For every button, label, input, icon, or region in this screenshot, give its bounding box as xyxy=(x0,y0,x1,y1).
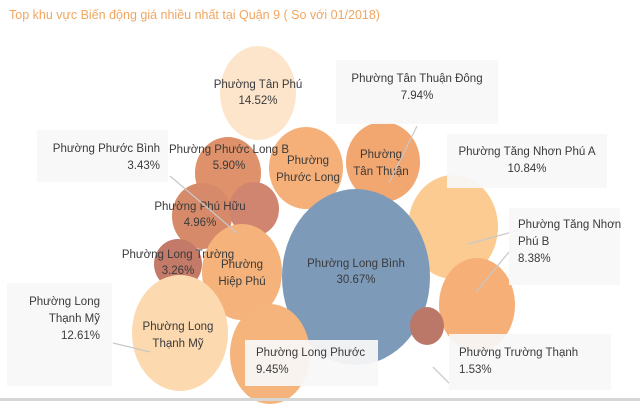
value-phuong-phu-huu: 4.96% xyxy=(184,217,217,229)
label-phuong-tan-phu: Phường Tân Phú xyxy=(214,79,303,91)
callout-text-phuong-truong-thanh: Phường Trường Thạnh xyxy=(459,347,578,359)
callout-box-phuong-truong-thanh xyxy=(449,334,611,390)
bubble-phuong-truong-thanh xyxy=(410,307,444,345)
callout-box-phuong-phuoc-binh xyxy=(37,130,168,182)
inner-label-phuong-long-thanh-my: Thạnh Mỹ xyxy=(152,338,203,350)
callout-text-phuong-phuoc-binh: 3.43% xyxy=(127,160,160,172)
inner-label-phuong-long-thanh-my: Phường Long xyxy=(143,321,214,333)
bubble-phuong-phu-huu xyxy=(172,183,232,249)
value-phuong-tan-phu: 14.52% xyxy=(238,95,277,107)
callout-box-phuong-tang-nhon-phu-a xyxy=(447,134,607,188)
bottom-divider xyxy=(0,398,640,401)
leader-line-phuong-phuoc-binh xyxy=(169,175,238,234)
callout-text-phuong-long-phuoc: 9.45% xyxy=(256,364,289,376)
inner-label-phuong-hiep-phu: Hiệp Phú xyxy=(218,276,265,288)
bubble-phuong-hiep-phu xyxy=(202,224,282,320)
leader-line-phuong-tan-thuan-dong xyxy=(388,125,418,184)
label-phuong-long-binh: Phường Long Bình xyxy=(307,258,405,270)
callout-text-phuong-truong-thanh: 1.53% xyxy=(459,364,492,376)
bubble-phuong-phuoc-long xyxy=(269,127,343,209)
leader-line-phuong-long-thanh-my xyxy=(112,342,151,353)
callout-text-phuong-tan-thuan-dong: 7.94% xyxy=(401,90,434,102)
callout-text-phuong-phuoc-binh: Phường Phước Bình xyxy=(53,143,160,155)
leader-line-phuong-truong-thanh xyxy=(432,366,451,385)
callout-text-phuong-long-phuoc: Phường Long Phước xyxy=(256,347,365,359)
bubble-phuong-long-binh xyxy=(282,189,430,365)
callout-box-phuong-tan-thuan-dong xyxy=(336,60,498,124)
bubble-phuong-tang-nhon-phu-a xyxy=(408,175,498,279)
value-phuong-phuoc-long-b: 5.90% xyxy=(213,160,246,172)
callout-box-phuong-long-thanh-my xyxy=(7,283,112,386)
inner-label-phuong-phuoc-long: Phường xyxy=(287,155,329,167)
callout-text-phuong-tang-nhon-phu-a: 10.84% xyxy=(507,163,546,175)
bubble-phuong-tan-thuan xyxy=(346,122,420,202)
inner-label-phuong-tan-thuan: Tân Thuận xyxy=(353,166,408,178)
callout-box-phuong-long-phuoc xyxy=(245,340,378,386)
bubble-phuong-tan-phu xyxy=(220,46,296,140)
callout-box-phuong-tang-nhon-phu-b xyxy=(509,208,620,285)
inner-label-phuong-phuoc-long: Phước Long xyxy=(276,172,340,184)
bubble-phuong-phuoc-binh xyxy=(229,182,279,236)
value-phuong-long-truong: 3.26% xyxy=(162,265,195,277)
callout-text-phuong-long-thanh-my: Phường Long xyxy=(29,296,100,308)
value-phuong-long-binh: 30.67% xyxy=(336,274,375,286)
callout-text-phuong-long-thanh-my: Thạnh Mỹ xyxy=(49,313,100,325)
label-phuong-long-truong: Phường Long Trường xyxy=(122,249,234,261)
callout-text-phuong-tang-nhon-phu-b: 8.38% xyxy=(518,253,551,265)
callout-text-phuong-long-thanh-my: 12.61% xyxy=(61,330,100,342)
callout-text-phuong-tang-nhon-phu-b: Phường Tăng Nhơn xyxy=(518,219,621,231)
chart-title: Top khu vực Biến động giá nhiều nhất tại… xyxy=(9,8,380,22)
callout-text-phuong-tang-nhon-phu-a: Phường Tăng Nhơn Phú A xyxy=(458,146,595,158)
callout-text-phuong-tang-nhon-phu-b: Phú B xyxy=(518,236,550,248)
leader-line-phuong-tang-nhon-phu-b xyxy=(475,251,510,293)
callout-text-phuong-tan-thuan-dong: Phường Tân Thuận Đông xyxy=(351,73,482,85)
bubble-phuong-long-thanh-my xyxy=(132,275,228,391)
label-phuong-phuoc-long-b: Phường Phước Long B xyxy=(169,144,289,156)
label-phuong-phu-huu: Phường Phú Hữu xyxy=(154,201,245,213)
inner-label-phuong-tan-thuan: Phường xyxy=(360,149,402,161)
inner-label-phuong-hiep-phu: Phường xyxy=(221,259,263,271)
bubble-phuong-tang-nhon-phu-b xyxy=(439,258,515,352)
